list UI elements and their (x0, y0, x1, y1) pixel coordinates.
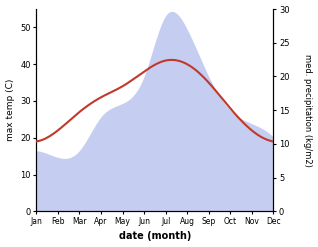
Y-axis label: med. precipitation (kg/m2): med. precipitation (kg/m2) (303, 54, 313, 167)
Y-axis label: max temp (C): max temp (C) (5, 79, 15, 141)
X-axis label: date (month): date (month) (119, 231, 191, 242)
